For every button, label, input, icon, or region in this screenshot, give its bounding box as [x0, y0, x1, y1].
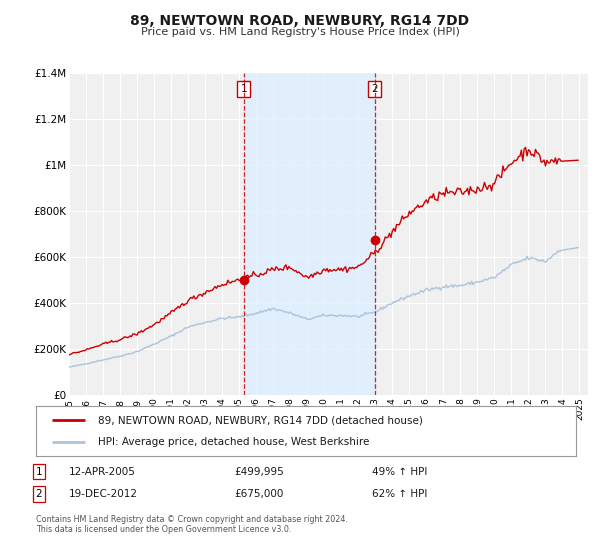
Text: 62% ↑ HPI: 62% ↑ HPI: [372, 489, 427, 499]
Text: HPI: Average price, detached house, West Berkshire: HPI: Average price, detached house, West…: [98, 437, 370, 447]
Text: 2: 2: [371, 84, 378, 94]
Text: This data is licensed under the Open Government Licence v3.0.: This data is licensed under the Open Gov…: [36, 525, 292, 534]
Text: 89, NEWTOWN ROAD, NEWBURY, RG14 7DD: 89, NEWTOWN ROAD, NEWBURY, RG14 7DD: [130, 14, 470, 28]
Text: 2: 2: [35, 489, 43, 499]
Text: 12-APR-2005: 12-APR-2005: [69, 466, 136, 477]
Text: Contains HM Land Registry data © Crown copyright and database right 2024.: Contains HM Land Registry data © Crown c…: [36, 515, 348, 524]
Text: 89, NEWTOWN ROAD, NEWBURY, RG14 7DD (detached house): 89, NEWTOWN ROAD, NEWBURY, RG14 7DD (det…: [98, 415, 423, 425]
Text: £499,995: £499,995: [234, 466, 284, 477]
Text: 49% ↑ HPI: 49% ↑ HPI: [372, 466, 427, 477]
Text: 1: 1: [241, 84, 247, 94]
Text: 19-DEC-2012: 19-DEC-2012: [69, 489, 138, 499]
Bar: [244, 73, 375, 395]
Text: 1: 1: [35, 466, 43, 477]
Text: Price paid vs. HM Land Registry's House Price Index (HPI): Price paid vs. HM Land Registry's House …: [140, 27, 460, 37]
Text: £675,000: £675,000: [234, 489, 283, 499]
